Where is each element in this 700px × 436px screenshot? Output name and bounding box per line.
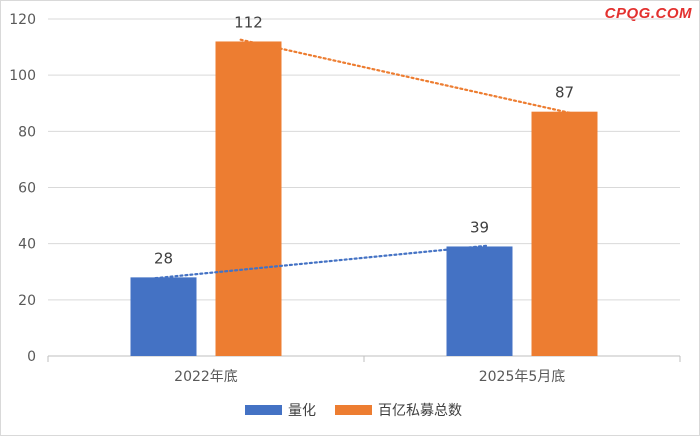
legend-swatch xyxy=(335,405,372,415)
bar xyxy=(531,111,598,356)
trendline xyxy=(239,38,574,115)
bar xyxy=(130,277,197,356)
data-label: 39 xyxy=(470,218,489,236)
legend-label: 量化 xyxy=(288,403,316,419)
data-label: 112 xyxy=(234,13,263,31)
legend-label: 百亿私募总数 xyxy=(378,403,462,419)
trendlines xyxy=(154,38,574,280)
y-tick-label: 80 xyxy=(18,124,36,140)
watermark: CPQG.COM xyxy=(604,5,692,22)
legend-swatch xyxy=(245,405,282,415)
x-axis-ticks: 2022年底 2025年5月底 xyxy=(174,369,565,385)
y-tick-label: 60 xyxy=(18,181,36,197)
bars xyxy=(130,41,598,356)
legend: 量化 百亿私募总数 xyxy=(245,403,462,419)
y-tick-label: 100 xyxy=(9,68,36,84)
data-label: 87 xyxy=(555,84,574,102)
x-tick-label: 2025年5月底 xyxy=(479,369,566,385)
y-tick-label: 120 xyxy=(9,12,36,28)
x-tick-label: 2022年底 xyxy=(174,369,238,385)
data-label: 28 xyxy=(154,249,173,267)
y-axis-ticks: 0 20 40 60 80 100 120 xyxy=(9,12,36,365)
y-tick-label: 20 xyxy=(18,293,36,309)
y-tick-label: 40 xyxy=(18,237,36,253)
data-labels: 28 112 39 87 xyxy=(154,13,574,267)
trendline xyxy=(154,244,489,280)
y-tick-label: 0 xyxy=(27,349,36,365)
bar xyxy=(446,246,513,356)
bar xyxy=(215,41,282,356)
